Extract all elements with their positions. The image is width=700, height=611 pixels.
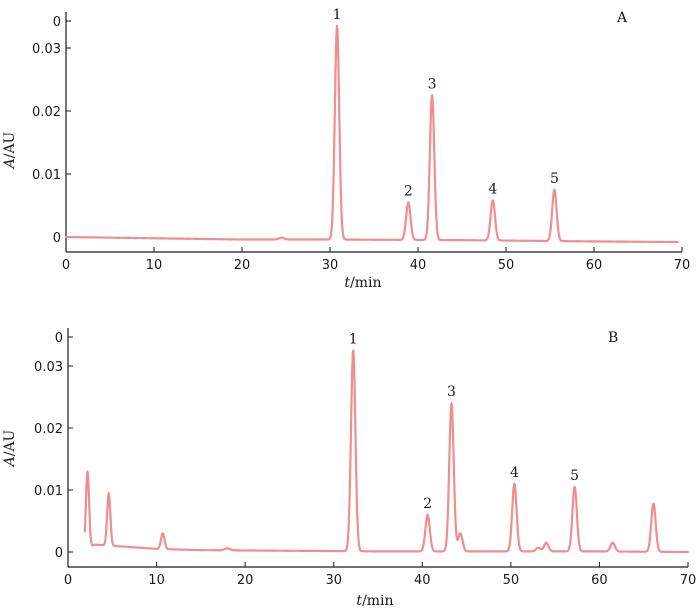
x-tick-label: 40 — [414, 573, 431, 588]
peak-label-5: 5 — [570, 468, 579, 484]
y-tick-label: 0.01 — [34, 484, 63, 499]
chart-panel-b: 0 10 20 30 40 50 60 70 0 0.01 0.02 0.03 0 A/AU t/min B 1… — [2, 328, 696, 609]
y-axis-label: A/AU — [2, 429, 18, 468]
x-tick-label: 30 — [322, 258, 339, 273]
y-tick-label: 0.01 — [32, 168, 61, 183]
peak-label-4: 4 — [510, 465, 519, 481]
x-tick-label: 60 — [591, 573, 608, 588]
x-tick-label: 10 — [148, 573, 165, 588]
y-tick-label: 0.03 — [32, 42, 61, 57]
peak-label-1: 1 — [349, 332, 358, 348]
peak-label-4: 4 — [488, 181, 497, 197]
peak-label-5: 5 — [550, 171, 559, 187]
peak-label-2: 2 — [404, 183, 413, 199]
x-tick-label: 70 — [680, 573, 697, 588]
x-tick-label: 0 — [64, 573, 72, 588]
y-tick-label: 0 — [53, 231, 61, 246]
panel-label: A — [616, 10, 628, 26]
x-tick-label: 40 — [410, 258, 427, 273]
y-tick-label: 0.03 — [34, 360, 63, 375]
chart-panel-a: 0 10 20 30 40 50 60 70 0 0.01 0.02 0.03 0 A/AU t/min A 1… — [2, 7, 690, 291]
chromatogram-trace — [64, 24, 679, 244]
chromatogram-trace — [83, 349, 690, 554]
x-axis-label: t/min — [356, 593, 393, 609]
x-tick-label: 70 — [674, 258, 691, 273]
peak-label-1: 1 — [333, 7, 342, 23]
panel-label: B — [608, 330, 618, 346]
y-tick-label: 0.02 — [34, 422, 63, 437]
y-tick-label: 0 — [55, 546, 63, 561]
x-tick-label: 10 — [146, 258, 163, 273]
x-tick-label: 50 — [503, 573, 520, 588]
y-tick-label: 0.02 — [32, 105, 61, 120]
x-tick-label: 50 — [498, 258, 515, 273]
x-axis-label: t/min — [344, 275, 381, 291]
x-tick-label: 60 — [586, 258, 603, 273]
peak-label-3: 3 — [447, 384, 456, 400]
x-tick-label: 20 — [237, 573, 254, 588]
peak-label-3: 3 — [428, 76, 437, 92]
x-tick-label: 20 — [234, 258, 251, 273]
x-tick-label: 30 — [325, 573, 342, 588]
y-axis-label: A/AU — [2, 131, 18, 170]
x-tick-label: 0 — [62, 258, 70, 273]
y-tick-label-top: 0 — [53, 15, 61, 30]
peak-label-2: 2 — [423, 496, 432, 512]
y-tick-label-top: 0 — [55, 331, 63, 346]
